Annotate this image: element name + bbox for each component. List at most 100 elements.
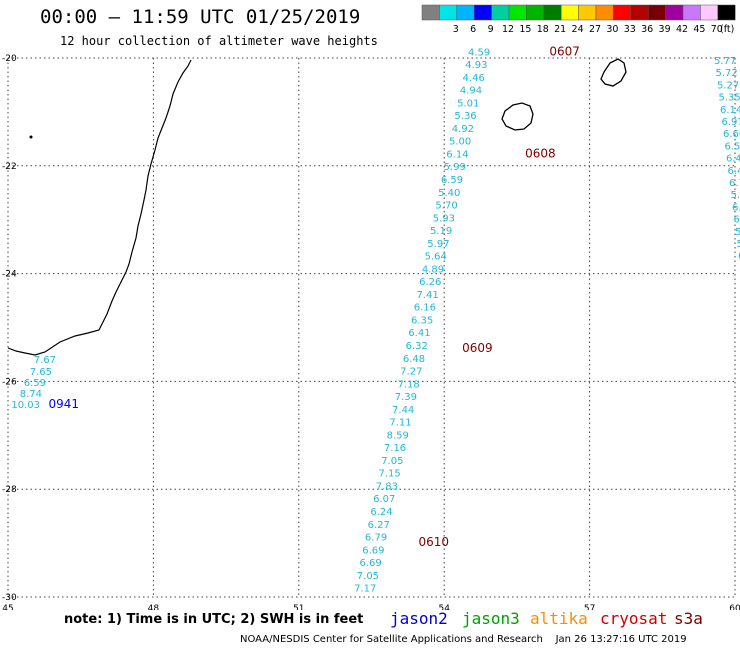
lat-tick-label: -26 xyxy=(2,377,17,387)
swh-value: 7.05 xyxy=(381,456,403,467)
lon-tick-label: 51 xyxy=(293,604,304,610)
lat-tick-label: -28 xyxy=(2,485,17,495)
legend-unit: (ft) xyxy=(720,24,734,35)
satellite-altika: altika xyxy=(530,609,588,628)
swh-value: 5.64 xyxy=(425,252,447,263)
swh-value: 6.32 xyxy=(406,341,428,352)
legend-label: 39 xyxy=(659,24,671,35)
swh-value: 4.59 xyxy=(468,47,490,58)
pass-time-label: 0609 xyxy=(462,341,493,355)
swh-value: 6.49 xyxy=(726,154,740,165)
swh-value: 6.69 xyxy=(360,558,382,569)
swh-value: 6.27 xyxy=(368,520,390,531)
swh-value: 5.72 xyxy=(716,68,738,79)
axis-ticks: 45 48 51 54 57 60 -20 -22 -24 -26 -28 -30 xyxy=(2,54,740,610)
swh-value: 7.27 xyxy=(400,367,422,378)
swh-value: 5.99 xyxy=(444,162,466,173)
altimeter-tracks: 4.594.934.464.945.015.364.925.006.145.99… xyxy=(11,44,740,594)
swh-value: 8.59 xyxy=(387,430,409,441)
legend-label: 30 xyxy=(606,24,618,35)
madagascar-coastline xyxy=(7,59,192,356)
swh-value: 6.97 xyxy=(722,117,740,128)
swh-value: 5.97 xyxy=(427,239,449,250)
reunion-island-outline xyxy=(501,102,534,131)
swh-value: 6.7 xyxy=(729,178,740,189)
swh-value: 5.01 xyxy=(457,98,479,109)
swh-value: 5.40 xyxy=(438,188,460,199)
swh-value: 6.14 xyxy=(720,105,740,116)
wave-height-map: 45 48 51 54 57 60-20-22-24-26-28-30 4.594.934… xyxy=(2,44,740,610)
swh-value: 5.00 xyxy=(449,137,471,148)
swh-value: 7.65 xyxy=(30,367,52,378)
swh-value: 7.18 xyxy=(397,379,419,390)
pass-time-label: 0941 xyxy=(48,397,79,411)
lon-tick-label: 48 xyxy=(148,604,160,610)
lat-tick-label: -20 xyxy=(2,54,17,64)
legend-swatch xyxy=(717,4,736,21)
swh-value: 6.0 xyxy=(738,251,740,262)
swh-value: 4.94 xyxy=(460,86,482,97)
swh-value: 7.11 xyxy=(389,418,411,429)
swh-value: 6.1 xyxy=(734,215,740,226)
mauritius-island-outline xyxy=(600,58,627,87)
swh-value: 7.15 xyxy=(378,469,400,480)
swh-value: 4.93 xyxy=(465,60,487,71)
satellite-cryosat: cryosat xyxy=(600,609,668,628)
swh-value: 6.59 xyxy=(24,378,46,389)
satellite-jason3: jason3 xyxy=(462,609,520,628)
legend-label: 21 xyxy=(554,24,566,35)
swh-value: 6.59 xyxy=(441,175,463,186)
swh-value: 6.60 xyxy=(723,129,740,140)
pass-time-label: 0607 xyxy=(549,44,580,58)
lon-tick-label: 57 xyxy=(584,604,595,610)
legend-label: 9 xyxy=(488,24,494,35)
swh-value: 6.48 xyxy=(403,354,425,365)
legend-label: 6 xyxy=(470,24,476,35)
legend-label: 12 xyxy=(502,24,514,35)
swh-value: 10.03 xyxy=(11,400,40,411)
swh-value: 7.41 xyxy=(416,290,438,301)
swh-value: 6.14 xyxy=(446,149,468,160)
swh-value: 7.39 xyxy=(395,392,417,403)
swh-value: 6.26 xyxy=(419,277,441,288)
legend-label: 36 xyxy=(641,24,653,35)
swh-value: 5.35 xyxy=(719,93,740,104)
lat-tick-label: -22 xyxy=(2,162,17,172)
swh-value: 8.74 xyxy=(20,389,42,400)
legend-label: 15 xyxy=(519,24,531,35)
swh-value: 6.69 xyxy=(362,545,384,556)
swh-value: 5.9 xyxy=(731,190,740,201)
map-title: 00:00 — 11:59 UTC 01/25/2019 xyxy=(40,6,361,28)
swh-value: 6.4 xyxy=(728,166,740,177)
swh-value: 6.16 xyxy=(414,303,436,314)
footer-note: note: 1) Time is in UTC; 2) SWH is in fe… xyxy=(64,612,364,627)
small-island xyxy=(29,135,33,139)
satellite-jason2: jason2 xyxy=(390,609,448,628)
color-legend: 3 6 9 12 15 18 21 24 27 30 33 36 39 42 45 70(ft) xyxy=(421,4,736,35)
swh-value: 7.83 xyxy=(376,481,398,492)
swh-value: 5.77 xyxy=(714,56,736,67)
satellite-s3a: s3a xyxy=(674,609,703,628)
swh-value: 7.16 xyxy=(384,443,406,454)
lon-tick-label: 60 xyxy=(729,604,740,610)
swh-value: 5.27 xyxy=(717,80,739,91)
swh-value: 6.59 xyxy=(725,141,740,152)
legend-label: 27 xyxy=(589,24,601,35)
swh-value: 5.36 xyxy=(454,111,476,122)
swh-value: 6.79 xyxy=(365,533,387,544)
swh-value: 7.67 xyxy=(34,355,56,366)
lon-tick-label: 45 xyxy=(2,604,13,610)
legend-label: 45 xyxy=(693,24,705,35)
swh-value: 6.24 xyxy=(370,507,392,518)
swh-value: 4.89 xyxy=(422,264,444,275)
credit-line: NOAA/NESDIS Center for Satellite Applica… xyxy=(240,634,687,645)
swh-value: 5.93 xyxy=(433,213,455,224)
swh-value: 7.17 xyxy=(354,584,376,595)
lon-tick-label: 54 xyxy=(438,604,450,610)
swh-value: 5.8 xyxy=(737,239,740,250)
swh-value: 4.92 xyxy=(452,124,474,135)
legend-label: 70 xyxy=(711,24,723,35)
swh-value: 6.41 xyxy=(408,328,430,339)
swh-value: 5.19 xyxy=(430,226,452,237)
